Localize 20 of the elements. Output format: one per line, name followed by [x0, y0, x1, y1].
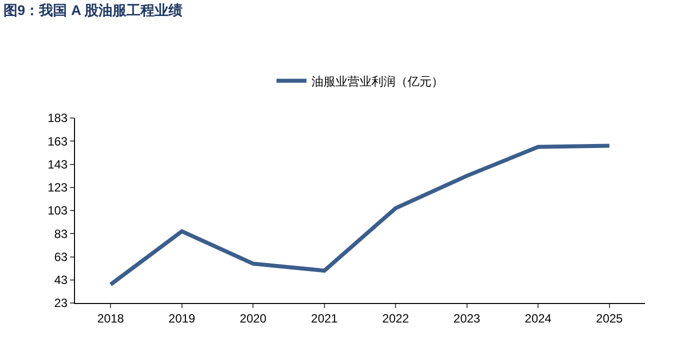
y-tick-label: 63: [54, 250, 68, 264]
y-tick-label: 123: [48, 180, 68, 195]
x-tick-label: 2018: [97, 311, 124, 326]
x-tick-label: 2021: [311, 311, 338, 326]
y-tick-label: 103: [48, 204, 68, 218]
x-tick-label: 2022: [382, 311, 410, 326]
y-tick-label: 83: [54, 226, 68, 241]
x-tick-label: 2025: [596, 311, 624, 326]
legend-label: 油服业营业利润（亿元）: [312, 74, 444, 88]
y-tick-label: 23: [54, 296, 68, 310]
x-tick-label: 2023: [454, 311, 481, 326]
chart-title: 图9：我国 A 股油服工程业绩: [3, 2, 183, 18]
y-tick-label: 43: [54, 273, 68, 288]
y-tick-label: 143: [48, 157, 68, 172]
y-tick-label: 163: [48, 134, 68, 148]
y-tick-label: 183: [48, 111, 68, 126]
line-series: [108, 144, 612, 286]
x-tick-label: 2019: [168, 311, 196, 326]
x-tick-label: 2020: [240, 311, 267, 326]
x-tick-label: 2024: [524, 311, 552, 326]
